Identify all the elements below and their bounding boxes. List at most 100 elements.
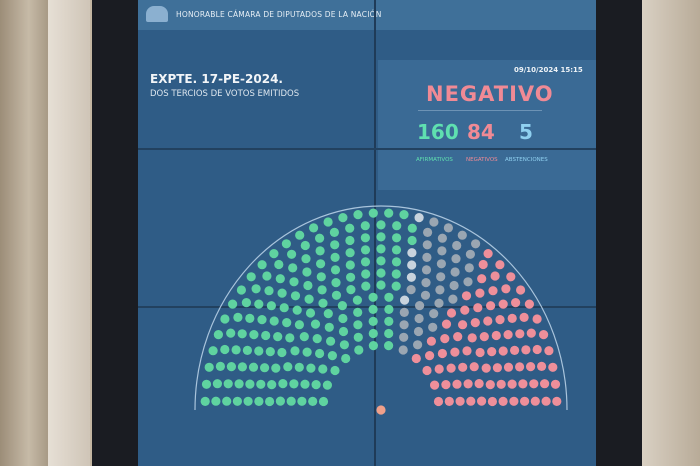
seat-afirmativo [330, 240, 340, 250]
seat-negativo [475, 347, 485, 358]
seat-afirmativo [254, 299, 264, 309]
seat-abstencion [407, 248, 417, 258]
result-label: NEGATIVO [426, 82, 554, 106]
seat-afirmativo [265, 396, 275, 407]
seat-afirmativo [264, 286, 274, 296]
seat-negativo [479, 332, 489, 342]
seat-afirmativo [360, 257, 371, 267]
seat-ausente [449, 280, 459, 291]
seat-afirmativo [301, 254, 311, 264]
seat-negativo [540, 379, 550, 389]
divider [418, 110, 542, 111]
seat-afirmativo [278, 379, 288, 389]
seat-afirmativo [290, 346, 300, 356]
voting-screen: HONORABLE CÁMARA DE DIPUTADOS DE LA NACI… [138, 0, 596, 466]
seat-negativo [520, 396, 530, 406]
seat-afirmativo [384, 328, 394, 339]
seat-ausente [448, 294, 458, 304]
seat-negativo [434, 364, 444, 374]
marble-pilaster [48, 0, 90, 466]
seat-afirmativo [292, 305, 302, 315]
seat-afirmativo [317, 285, 327, 295]
seat-afirmativo [241, 298, 251, 308]
seat-afirmativo [331, 278, 341, 288]
seat-negativo [507, 379, 517, 389]
seat-negativo [501, 284, 511, 294]
seat-abstencion [414, 213, 424, 223]
seat-afirmativo [384, 304, 394, 314]
seat-afirmativo [316, 259, 326, 269]
seat-afirmativo [384, 316, 394, 326]
seat-afirmativo [234, 379, 244, 389]
seat-afirmativo [315, 246, 325, 256]
seat-negativo [483, 316, 493, 326]
seat-negativo [515, 362, 525, 372]
seat-afirmativo [391, 257, 402, 267]
seat-negativo [487, 396, 497, 407]
seat-negativo [485, 380, 495, 390]
seat-afirmativo [323, 217, 333, 227]
seat-afirmativo [407, 235, 417, 246]
seat-afirmativo [233, 312, 243, 322]
abstenciones-label: ABSTENCIONES [505, 157, 548, 163]
seat-afirmativo [281, 239, 291, 249]
seat-negativo [455, 396, 465, 406]
abstenciones-count: 5 [519, 120, 533, 144]
seat-afirmativo [338, 313, 348, 324]
seat-negativo [550, 379, 561, 389]
seat-afirmativo [287, 249, 297, 259]
seat-afirmativo [318, 364, 328, 374]
seat-afirmativo [243, 396, 253, 406]
seat-negativo [458, 320, 468, 330]
seat-negativo [488, 286, 498, 296]
seat-afirmativo [303, 280, 313, 291]
seat-ausente [399, 320, 409, 330]
hemicycle-seats [194, 205, 568, 415]
seat-afirmativo [302, 347, 312, 357]
chamber-title: HONORABLE CÁMARA DE DIPUTADOS DE LA NACI… [176, 10, 382, 19]
seat-negativo [492, 363, 502, 373]
seat-afirmativo [305, 308, 316, 318]
seat-afirmativo [213, 330, 223, 340]
seat-afirmativo [237, 329, 247, 339]
seat-afirmativo [288, 263, 298, 273]
seat-negativo [453, 332, 463, 342]
seat-afirmativo [269, 316, 279, 326]
seat-negativo [521, 345, 531, 355]
seat-afirmativo [200, 396, 210, 406]
seat-afirmativo [277, 288, 287, 298]
seat-afirmativo [306, 363, 316, 373]
seat-afirmativo [290, 291, 301, 301]
seat-negativo [430, 380, 440, 390]
seat-afirmativo [391, 245, 402, 255]
seat-negativo [510, 345, 520, 355]
seat-afirmativo [299, 332, 309, 342]
negativos-count: 84 [467, 120, 495, 144]
seat-afirmativo [245, 313, 255, 323]
seat-afirmativo [237, 362, 247, 372]
seat-afirmativo [345, 248, 355, 258]
seat-afirmativo [353, 320, 363, 330]
seat-afirmativo [368, 316, 378, 326]
seat-afirmativo [391, 269, 401, 279]
seat-ausente [435, 285, 445, 295]
seat-afirmativo [368, 304, 378, 314]
seat-negativo [481, 363, 491, 373]
seat-afirmativo [318, 396, 329, 407]
seat-afirmativo [376, 244, 386, 254]
seat-afirmativo [212, 379, 222, 389]
seat-negativo [460, 305, 470, 315]
seat-negativo [452, 379, 462, 389]
seat-afirmativo [361, 269, 371, 279]
seat-ausente [398, 345, 408, 355]
seat-afirmativo [384, 292, 394, 302]
seat-negativo [441, 380, 451, 390]
seat-ausente [421, 265, 432, 275]
seat-negativo [509, 396, 519, 406]
seat-ausente [420, 290, 431, 300]
expediente: EXPTE. 17-PE-2024. [150, 72, 283, 86]
seat-ausente [429, 309, 439, 319]
seat-afirmativo [242, 345, 252, 355]
seat-afirmativo [407, 223, 417, 233]
seat-afirmativo [346, 272, 356, 282]
